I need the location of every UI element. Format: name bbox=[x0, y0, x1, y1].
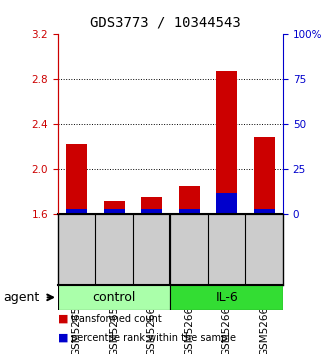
Text: percentile rank within the sample: percentile rank within the sample bbox=[71, 333, 236, 343]
Text: control: control bbox=[92, 291, 136, 304]
Bar bbox=[179, 209, 200, 214]
Bar bbox=[66, 209, 87, 214]
Text: agent: agent bbox=[3, 291, 40, 304]
Text: IL-6: IL-6 bbox=[215, 291, 238, 304]
Bar bbox=[254, 209, 274, 214]
Bar bbox=[216, 193, 237, 214]
Bar bbox=[216, 71, 237, 214]
Bar bbox=[104, 209, 124, 214]
Bar bbox=[141, 209, 162, 214]
Bar bbox=[254, 137, 274, 214]
Bar bbox=[66, 144, 87, 214]
Bar bbox=[141, 197, 162, 214]
Text: ■: ■ bbox=[58, 333, 69, 343]
Text: transformed count: transformed count bbox=[71, 314, 162, 324]
Text: GDS3773 / 10344543: GDS3773 / 10344543 bbox=[90, 16, 241, 30]
Bar bbox=[179, 186, 200, 214]
Text: ■: ■ bbox=[58, 314, 69, 324]
Polygon shape bbox=[170, 285, 283, 310]
Bar bbox=[104, 201, 124, 214]
Polygon shape bbox=[58, 285, 170, 310]
